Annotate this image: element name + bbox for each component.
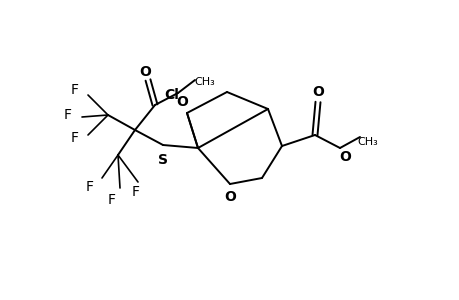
Text: F: F <box>86 180 94 194</box>
Text: F: F <box>64 108 72 122</box>
Text: CH₃: CH₃ <box>357 137 378 147</box>
Text: O: O <box>224 190 235 204</box>
Text: O: O <box>176 95 188 109</box>
Text: F: F <box>71 83 79 97</box>
Text: CH₃: CH₃ <box>194 77 215 87</box>
Text: O: O <box>139 65 151 79</box>
Text: F: F <box>71 131 79 145</box>
Text: Cl: Cl <box>164 88 179 102</box>
Text: F: F <box>108 193 116 207</box>
Text: O: O <box>311 85 323 99</box>
Text: S: S <box>157 153 168 167</box>
Text: O: O <box>338 150 350 164</box>
Text: F: F <box>132 185 140 199</box>
